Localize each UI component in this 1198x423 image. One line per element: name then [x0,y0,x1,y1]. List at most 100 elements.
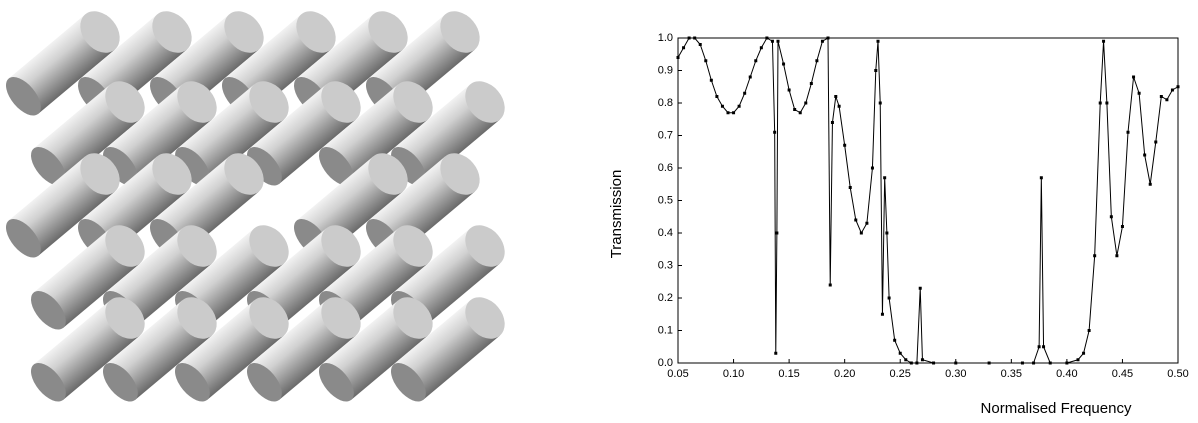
y-tick-label: 0.2 [658,292,673,304]
y-tick-label: 0.6 [658,162,673,174]
data-point [1039,176,1043,180]
data-point [774,351,778,355]
data-point [1109,215,1113,219]
data-point [1098,101,1102,105]
data-point [748,75,752,79]
data-point [954,361,958,365]
data-point [1143,153,1147,157]
x-axis-title: Normalised Frequency [981,400,1132,417]
rod-array-illustration [0,3,513,408]
data-point [698,43,702,46]
data-point [887,296,891,300]
data-point [1115,254,1119,258]
data-point [787,88,791,92]
data-point [754,59,758,63]
x-tick-label: 0.15 [778,368,799,380]
chart: Normalised Frequency Transmission 0.05 0.… [608,32,1189,417]
rods [0,3,513,408]
data-point [830,121,834,124]
data-point [987,361,991,365]
y-tick-label: 0.5 [658,194,673,206]
data-point [687,36,691,40]
data-point [1148,182,1152,186]
data-point [820,39,824,43]
x-tick-label: 0.35 [1001,368,1022,380]
data-point [1165,98,1169,102]
y-tick-label: 0.8 [658,97,673,109]
plot-frame [677,37,1179,364]
x-tick-label: 0.45 [1112,368,1133,380]
data-point [828,283,832,287]
data-point [826,36,830,40]
data-point [876,39,880,43]
data-point [1082,351,1086,355]
data-point [1159,95,1163,98]
data-point [898,351,902,355]
data-point [793,108,797,111]
data-point [1048,361,1052,365]
data-point [893,338,897,342]
data-point [920,358,924,362]
y-tick-label: 0.0 [658,357,673,369]
data-point [883,176,887,180]
data-point [776,39,780,43]
data-point [1154,140,1158,144]
data-point [743,91,747,95]
data-point [1032,361,1036,365]
data-point [709,78,713,82]
x-tick-label: 0.20 [834,368,855,380]
data-point [880,312,884,316]
data-point [904,358,908,362]
data-point [1093,254,1097,258]
data-point [1120,225,1124,228]
data-point [720,104,724,108]
data-point [765,36,769,40]
y-tick-label: 1.0 [658,32,673,44]
data-point [1065,361,1069,365]
data-point [909,361,913,365]
data-point [715,95,719,98]
x-tick-label: 0.30 [945,368,966,380]
transmission-line [677,37,1179,364]
data-point [865,221,869,225]
data-point [1170,88,1174,92]
x-tick-label: 0.25 [890,368,911,380]
data-point [815,59,819,63]
data-point [1020,361,1024,365]
data-point [834,95,838,98]
data-point [915,361,919,365]
y-tick-label: 0.3 [658,259,673,271]
data-point [759,46,763,50]
data-point [885,231,889,235]
y-tick-label: 0.9 [658,64,673,76]
data-point [1137,91,1141,95]
data-point [809,82,813,85]
data-point [773,130,777,134]
data-point [798,111,802,115]
data-point [843,143,847,147]
data-point [804,101,808,105]
data-point [1076,358,1080,362]
data-point [676,56,680,59]
data-point [732,111,736,115]
data-point [1105,101,1109,105]
x-tick-label: 0.05 [667,368,688,380]
data-point [726,111,730,115]
data-point [1102,39,1106,43]
data-point [848,186,852,189]
data-point [870,166,874,170]
data-point [737,104,741,108]
y-axis-title: Transmission [608,170,625,259]
data-point [1037,345,1041,349]
x-tick-label: 0.40 [1056,368,1077,380]
data-point [878,101,882,105]
data-point [682,46,686,50]
data-point [918,286,922,290]
data-point [1126,130,1130,134]
data-point [704,59,708,63]
y-tick-label: 0.4 [658,227,673,239]
data-point [1087,329,1091,332]
x-tick-label: 0.50 [1167,368,1188,380]
data-point [770,39,774,43]
